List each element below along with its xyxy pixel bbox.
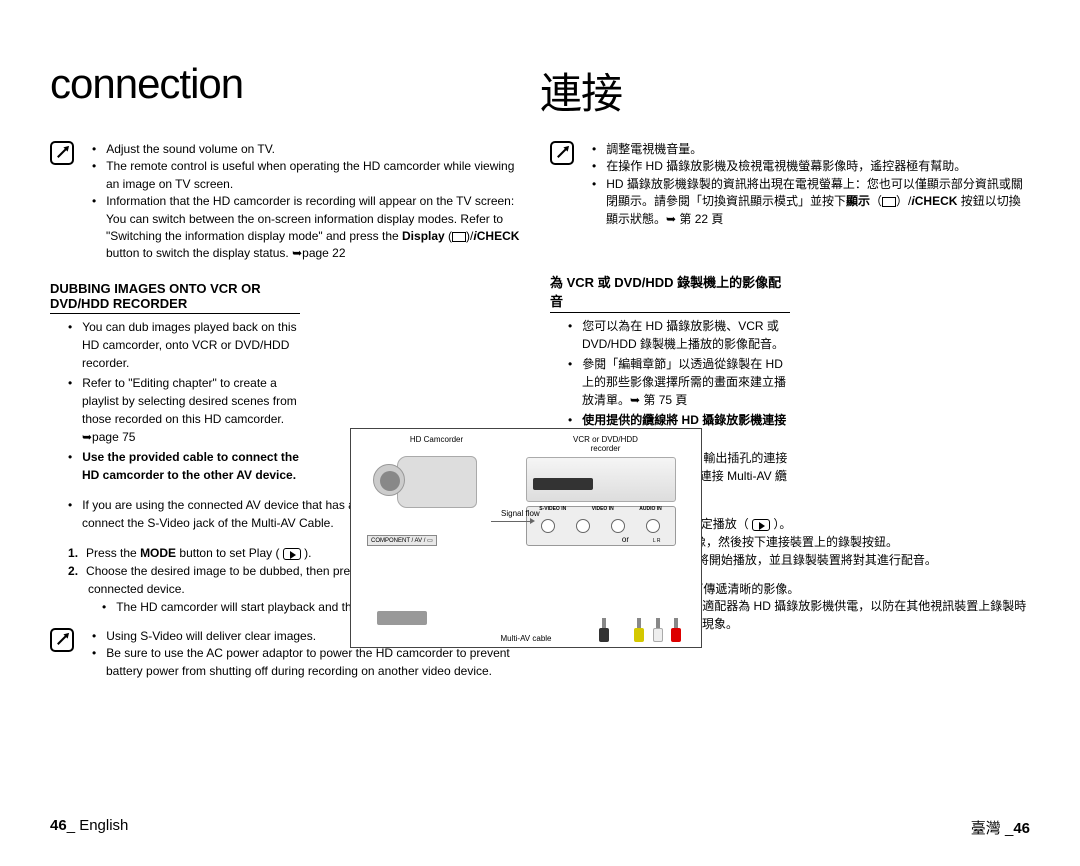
page-headers: connection 連接	[50, 60, 1030, 121]
multi-av-label: Multi-AV cable	[501, 634, 552, 643]
jack-panel: S-VIDEO INVIDEO INAUDIO IN L R	[526, 506, 676, 546]
footer-left: 46_ English	[50, 817, 128, 838]
plug-illustration	[377, 611, 427, 625]
page-footer: 46_ English 臺灣 _46	[50, 817, 1030, 838]
header-right: 連接	[540, 60, 1030, 121]
note-item: Information that the HD camcorder is rec…	[106, 193, 530, 263]
play-icon	[283, 548, 301, 560]
note-item: The remote control is useful when operat…	[106, 158, 530, 193]
list-item: Refer to "Editing chapter" to create a p…	[82, 374, 300, 446]
diag-label-camcorder: HD Camcorder	[367, 435, 507, 444]
content-columns: Adjust the sound volume on TV. The remot…	[50, 141, 1030, 698]
recorder-illustration	[526, 457, 676, 502]
display-icon	[882, 197, 896, 207]
note-item: Adjust the sound volume on TV.	[106, 141, 530, 158]
footer-right: 臺灣 _46	[971, 817, 1030, 838]
header-left: connection	[50, 60, 540, 108]
component-label: COMPONENT / AV / ▭	[367, 535, 437, 546]
play-icon	[752, 519, 770, 531]
body-list-left: You can dub images played back on this H…	[50, 318, 300, 484]
signal-arrow-icon	[491, 521, 531, 522]
camcorder-illustration	[367, 448, 487, 518]
diag-label-recorder: VCR or DVD/HDD recorder	[526, 435, 686, 453]
note-item: HD 攝錄放影機錄製的資訊將出現在電視螢幕上：您也可以僅顯示部分資訊或關閉顯示。…	[606, 176, 1030, 228]
lr-label: L R	[653, 538, 661, 544]
note-icon	[50, 141, 74, 165]
connection-diagram: HD Camcorder VCR or DVD/HDD recorder S-V…	[350, 428, 702, 648]
display-icon	[452, 232, 466, 242]
rca-group-1	[597, 618, 611, 647]
list-item: 您可以為在 HD 攝錄放影機、VCR 或 DVD/HDD 錄製機上播放的影像配音…	[582, 317, 790, 353]
note-item: 在操作 HD 攝錄放影機及檢視電視機螢幕影像時，遙控器極有幫助。	[606, 158, 1030, 175]
note-block-1-zh: 調整電視機音量。 在操作 HD 攝錄放影機及檢視電視機螢幕影像時，遙控器極有幫助…	[550, 141, 1030, 228]
note-icon	[550, 141, 574, 165]
or-label: or	[622, 535, 629, 544]
list-item: Use the provided cable to connect the HD…	[82, 448, 300, 484]
list-item: You can dub images played back on this H…	[82, 318, 300, 372]
section-title-left: DUBBING IMAGES ONTO VCR OR DVD/HDD RECOR…	[50, 281, 300, 314]
note-item: Be sure to use the AC power adaptor to p…	[106, 645, 530, 680]
signal-flow-label: Signal flow	[501, 509, 540, 518]
section-title-right: 為 VCR 或 DVD/HDD 錄製機上的影像配音	[550, 272, 790, 313]
note-icon	[50, 628, 74, 652]
list-item: 參閱「編輯章節」以透過從錄製在 HD 上的那些影像選擇所需的畫面來建立播放清單。…	[582, 355, 790, 409]
note-item: 調整電視機音量。	[606, 141, 1030, 158]
rca-group-2	[632, 618, 683, 647]
note-block-1: Adjust the sound volume on TV. The remot…	[50, 141, 530, 263]
